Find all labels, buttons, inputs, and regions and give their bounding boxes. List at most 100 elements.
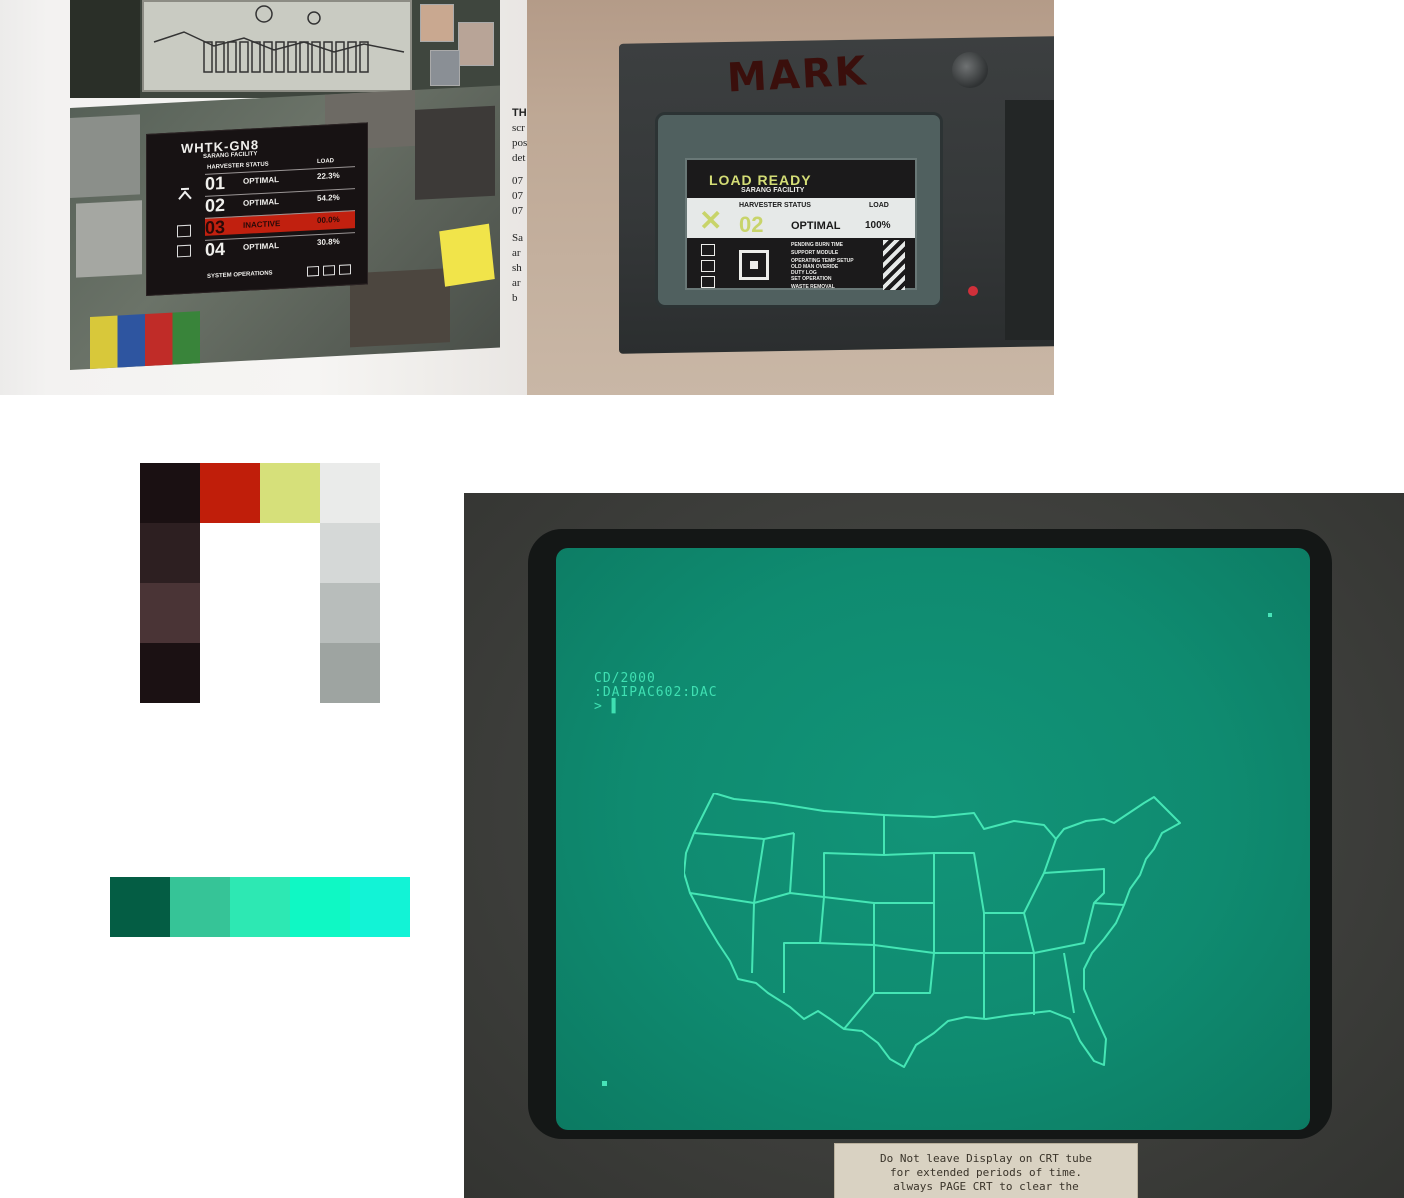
harvester-number: 02 (739, 212, 764, 237)
book-photo: WHTK-GN8 SARANG FACILITY HARVESTER STATU… (0, 0, 527, 395)
row-number: 04 (205, 238, 226, 260)
row-load: 22.3% (317, 170, 340, 182)
book-side-text: TH scr pos det 07 07 07 Sa ar sh ar b (512, 106, 527, 306)
note-line: for extended periods of time. (889, 1166, 1083, 1179)
side-line: pos (512, 137, 527, 149)
color-swatch (350, 877, 410, 937)
load-ready-screen: LOAD READY SARANG FACILITY ✕ HARVESTER S… (685, 158, 917, 290)
note-line: Do Not leave Display on CRT tube (880, 1152, 1092, 1165)
side-line: sh (512, 262, 522, 274)
side-line: b (512, 292, 518, 304)
ops-square (339, 264, 351, 275)
module-grid-icon (739, 250, 769, 280)
screen-dot (1268, 613, 1272, 617)
row-load: 00.0% (317, 214, 340, 226)
crt-prompt: > ▌ (594, 699, 621, 714)
menu-item: OLD MAN OVERIDE (791, 264, 839, 270)
side-line: ar (512, 277, 521, 289)
dark-photo (70, 0, 140, 98)
ops-square (307, 265, 319, 277)
colorful-box (90, 311, 200, 370)
screen-dot (602, 1081, 607, 1086)
color-swatch (230, 877, 290, 937)
polaroid-photo (430, 50, 460, 86)
color-swatch (140, 583, 200, 643)
crt-line-1: CD/2000 (594, 671, 656, 686)
color-swatch (140, 643, 200, 703)
ops-square (323, 265, 335, 276)
table-row: 04 OPTIMAL 30.8% (205, 232, 355, 260)
child-photo (76, 200, 142, 278)
color-swatch (200, 463, 260, 523)
board-collage-photo: WHTK-GN8 SARANG FACILITY HARVESTER STATU… (70, 85, 500, 370)
crt-photo: CD/2000 :DAIPAC602:DAC > ▌ Do Not leave … (464, 493, 1404, 1198)
side-line: ar (512, 247, 521, 259)
row-status: OPTIMAL (243, 175, 279, 186)
color-swatch (320, 523, 380, 583)
color-swatch (320, 643, 380, 703)
color-swatch (140, 523, 200, 583)
menu-item: WASTE REMOVAL (791, 284, 835, 290)
slash-icon (701, 260, 715, 272)
checkbox-icon (177, 224, 191, 238)
color-swatch (260, 463, 320, 523)
top-collage-photo (70, 0, 500, 98)
row-status: INACTIVE (243, 218, 281, 230)
row-status: OPTIMAL (243, 197, 279, 208)
menu-item: SUPPORT MODULE (791, 250, 839, 256)
color-swatch (320, 583, 380, 643)
menu-item: SET OPERATION (791, 276, 832, 282)
harvester-load: 100% (865, 220, 891, 231)
child-photo (70, 114, 140, 198)
harvester-status-screen: WHTK-GN8 SARANG FACILITY HARVESTER STATU… (146, 122, 368, 297)
crt-line-2: :DAIPAC602:DAC (594, 685, 718, 700)
screen-title: LOAD READY (709, 172, 812, 188)
marker-label: MARK (725, 48, 869, 102)
indicator-light (968, 286, 978, 296)
row-status: OPTIMAL (243, 241, 279, 252)
sticky-note (439, 223, 495, 287)
slash-icon (701, 276, 715, 288)
status-header: HARVESTER STATUS (207, 161, 269, 171)
polaroid-photo (458, 22, 494, 66)
status-header: HARVESTER STATUS (739, 202, 811, 209)
row-load: 54.2% (317, 192, 340, 204)
color-swatch (290, 877, 350, 937)
us-map-outline (684, 793, 1181, 1068)
row-number: 03 (205, 216, 226, 238)
status-band (687, 198, 915, 238)
row-number: 01 (205, 172, 226, 194)
child-drawing (142, 0, 412, 92)
harvester-x-icon: ✕ (699, 205, 723, 236)
side-line: Sa (512, 232, 523, 244)
slash-icon (177, 244, 191, 258)
menu-item: OPERATING TEMP SETUP (791, 258, 854, 264)
knob-icon (952, 52, 988, 88)
color-swatch (320, 463, 380, 523)
table-row: 02 OPTIMAL 54.2% (205, 188, 355, 216)
color-swatch (140, 463, 200, 523)
screen-tabs: PENDING BURN TIME (791, 242, 843, 248)
side-line: 07 (512, 175, 523, 187)
load-header: LOAD (869, 202, 889, 209)
cathedral-photo (415, 105, 495, 200)
screen-subtitle: SARANG FACILITY (741, 187, 805, 194)
side-heading: TH (512, 107, 527, 119)
menu-item: DUTY LOG (791, 270, 817, 276)
note-line: always PAGE CRT to clear the (893, 1180, 1079, 1193)
hazard-stripes (883, 240, 905, 290)
warning-label: Do Not leave Display on CRT tube for ext… (834, 1143, 1138, 1198)
side-line: 07 (512, 190, 523, 202)
pinned-photos (420, 0, 500, 98)
row-number: 02 (205, 194, 226, 216)
device-photo: MARK LOAD READY SARANG FACILITY ✕ HARVES… (527, 0, 1054, 395)
harvester-status: OPTIMAL (791, 220, 841, 232)
green-palette (110, 877, 410, 937)
slash-icon (701, 244, 715, 256)
color-swatch (170, 877, 230, 937)
table-row-inactive: 03 INACTIVE 00.0% (205, 210, 355, 238)
color-swatch (110, 877, 170, 937)
device-side-panel (1005, 100, 1054, 340)
side-line: 07 (512, 205, 523, 217)
row-load: 30.8% (317, 236, 340, 248)
